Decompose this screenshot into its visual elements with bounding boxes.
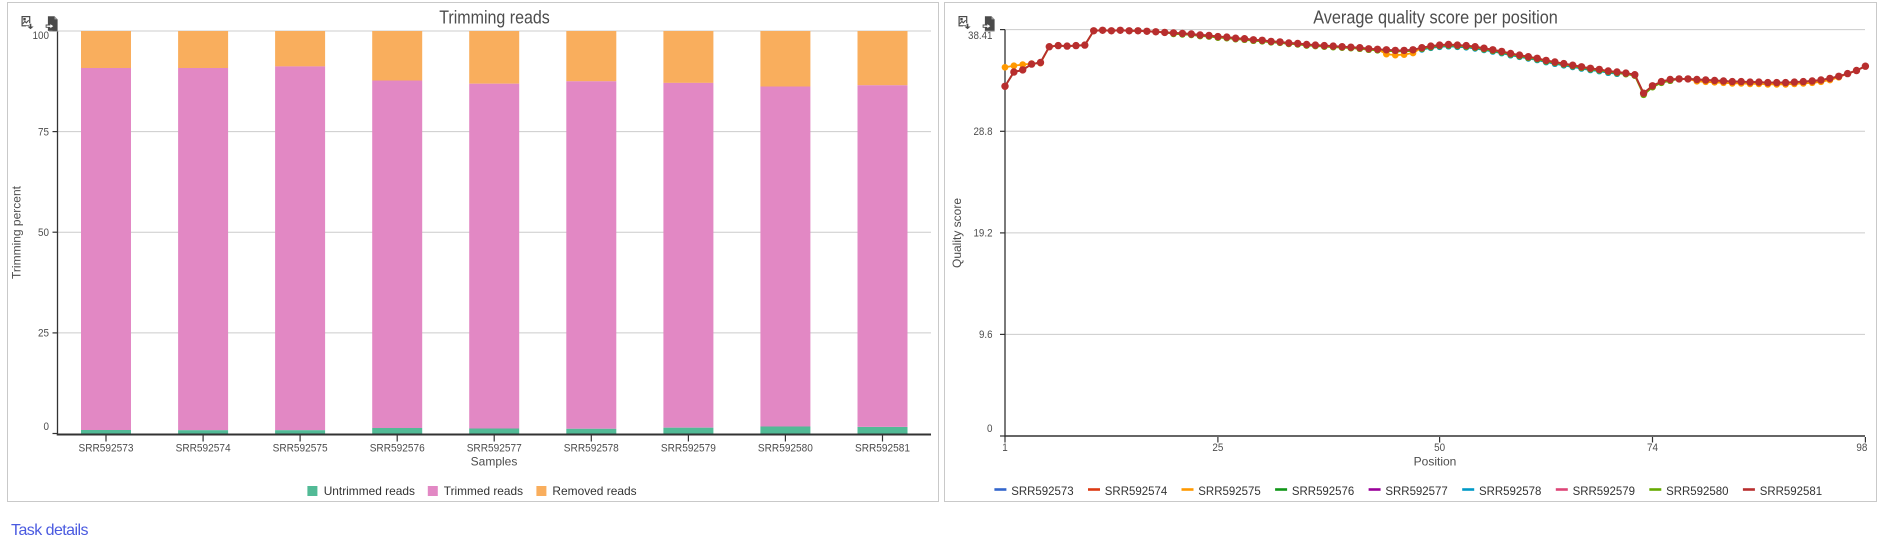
svg-text:100: 100 [33, 30, 50, 42]
svg-text:SRR592578: SRR592578 [564, 443, 619, 455]
svg-text:SRR592573: SRR592573 [79, 443, 134, 455]
svg-text:SRR592575: SRR592575 [1198, 484, 1261, 498]
svg-text:19.2: 19.2 [974, 228, 993, 240]
svg-text:Untrimmed reads: Untrimmed reads [324, 484, 415, 498]
svg-text:SRR592579: SRR592579 [1573, 484, 1636, 498]
svg-text:SRR592574: SRR592574 [1105, 484, 1168, 498]
svg-text:SRR592580: SRR592580 [758, 443, 813, 455]
svg-text:Quality score: Quality score [950, 198, 964, 268]
svg-text:1: 1 [1002, 442, 1008, 454]
svg-text:SRR592581: SRR592581 [1760, 484, 1823, 498]
svg-text:0: 0 [987, 423, 993, 435]
svg-text:SRR592580: SRR592580 [1666, 484, 1729, 498]
svg-text:25: 25 [38, 328, 49, 340]
svg-text:9.6: 9.6 [979, 329, 993, 341]
svg-text:50: 50 [38, 227, 49, 239]
svg-text:Trimming percent: Trimming percent [10, 185, 24, 279]
svg-text:SRR592576: SRR592576 [1292, 484, 1355, 498]
svg-text:SRR592577: SRR592577 [467, 443, 522, 455]
svg-text:Position: Position [1414, 455, 1457, 469]
svg-text:Trimmed reads: Trimmed reads [444, 484, 523, 498]
svg-text:SRR592577: SRR592577 [1385, 484, 1448, 498]
svg-text:SRR592578: SRR592578 [1479, 484, 1542, 498]
svg-text:SRR592573: SRR592573 [1011, 484, 1074, 498]
svg-text:SRR592575: SRR592575 [273, 443, 328, 455]
svg-text:28.8: 28.8 [974, 126, 993, 138]
svg-text:SRR592579: SRR592579 [661, 443, 716, 455]
svg-text:50: 50 [1434, 442, 1445, 454]
svg-text:Average quality score per posi: Average quality score per position [1313, 7, 1558, 28]
svg-text:SRR592576: SRR592576 [370, 443, 425, 455]
svg-text:74: 74 [1647, 442, 1658, 454]
svg-text:Samples: Samples [471, 455, 518, 469]
svg-text:Trimming reads: Trimming reads [439, 7, 550, 28]
svg-text:25: 25 [1212, 442, 1223, 454]
svg-text:0: 0 [44, 421, 50, 433]
svg-text:38.41: 38.41 [968, 30, 993, 42]
svg-text:SRR592574: SRR592574 [176, 443, 231, 455]
svg-text:75: 75 [38, 126, 49, 138]
svg-text:SRR592581: SRR592581 [855, 443, 910, 455]
svg-text:98: 98 [1856, 442, 1867, 454]
svg-text:Removed reads: Removed reads [552, 484, 636, 498]
